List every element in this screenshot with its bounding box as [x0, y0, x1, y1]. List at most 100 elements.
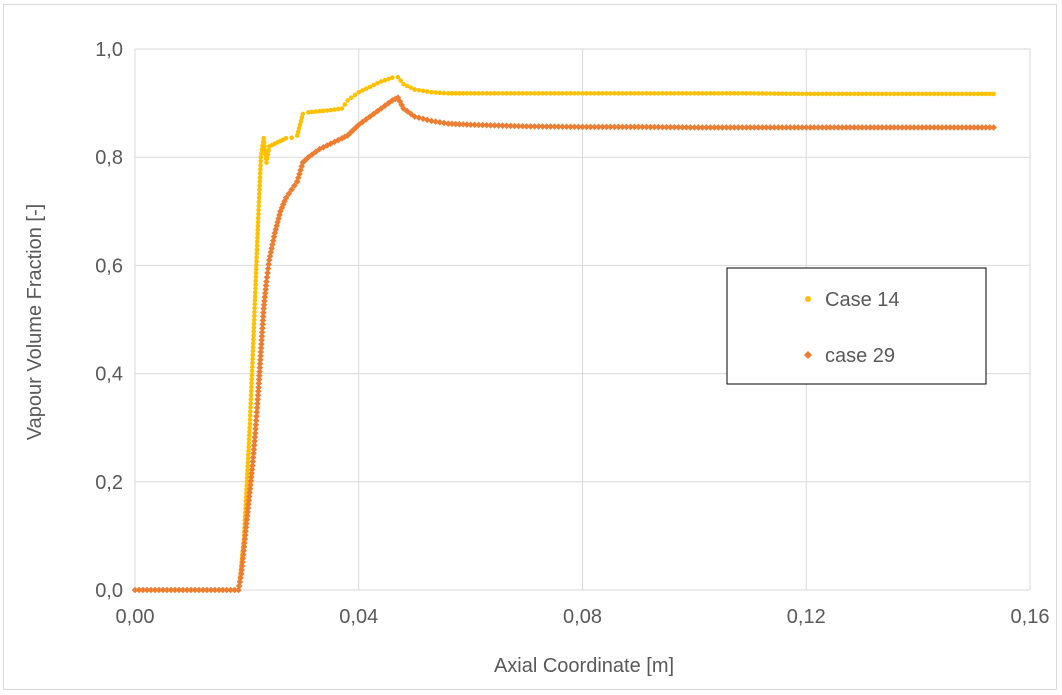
- data-point: [249, 372, 255, 378]
- data-point: [246, 433, 252, 438]
- data-point: [254, 239, 260, 244]
- data-point: [603, 123, 610, 131]
- data-point: [282, 194, 290, 202]
- data-point: [983, 91, 989, 97]
- data-point: [238, 562, 246, 570]
- data-point: [551, 123, 558, 130]
- data-point: [248, 469, 255, 477]
- data-point: [456, 120, 463, 128]
- data-point: [328, 107, 334, 113]
- data-point: [356, 89, 362, 95]
- data-point: [775, 91, 781, 96]
- data-point: [223, 586, 231, 594]
- data-point: [261, 140, 267, 145]
- data-point: [975, 91, 981, 97]
- data-point: [254, 243, 260, 248]
- data-point: [679, 124, 686, 131]
- data-point: [252, 309, 257, 315]
- data-point: [246, 448, 251, 454]
- data-point: [268, 245, 275, 252]
- data-point: [348, 95, 354, 100]
- data-point: [807, 91, 813, 97]
- data-point: [616, 91, 621, 96]
- y-tick-label: 0,6: [95, 255, 123, 277]
- data-point: [651, 123, 658, 131]
- data-point: [564, 91, 569, 96]
- axis-layer: 0,0 0,2 0,4 0,6 0,8 1,0 0,00 0,04 0,08 0,12 0,16: [95, 39, 1049, 628]
- data-point: [987, 91, 993, 97]
- data-point: [262, 148, 268, 153]
- data-point: [246, 444, 251, 450]
- data-point: [342, 102, 348, 107]
- data-point: [294, 133, 300, 138]
- data-point: [243, 520, 250, 527]
- data-point: [448, 120, 456, 128]
- data-point: [527, 123, 534, 130]
- data-point: [560, 91, 565, 96]
- data-point: [858, 124, 866, 131]
- data-point: [255, 231, 260, 237]
- data-point: [643, 123, 650, 131]
- data-point: [263, 274, 271, 281]
- data-point: [500, 91, 505, 96]
- data-point: [252, 313, 257, 319]
- y-tick-label: 0,8: [95, 147, 123, 169]
- legend-label: case 29: [825, 345, 895, 367]
- data-point: [831, 91, 837, 97]
- data-point: [264, 269, 271, 277]
- data-point: [258, 154, 264, 160]
- data-point: [751, 124, 758, 131]
- data-point: [352, 92, 358, 98]
- data-point: [963, 91, 969, 97]
- x-tick-label: 0,04: [339, 606, 378, 628]
- data-point: [954, 124, 962, 131]
- data-point: [724, 91, 729, 96]
- data-point: [408, 85, 414, 91]
- data-point: [256, 195, 262, 201]
- data-point: [770, 124, 778, 131]
- data-point: [966, 124, 974, 131]
- data-point: [839, 91, 845, 97]
- data-point: [830, 124, 838, 131]
- data-point: [660, 91, 665, 96]
- data-point: [755, 124, 762, 131]
- data-point: [631, 123, 638, 131]
- data-point: [245, 493, 253, 500]
- data-point: [251, 433, 259, 441]
- data-point: [367, 84, 373, 90]
- data-point: [810, 124, 818, 131]
- data-point: [253, 278, 259, 284]
- data-point: [256, 372, 263, 379]
- data-point: [859, 91, 865, 97]
- data-point: [248, 405, 253, 410]
- data-point: [257, 175, 263, 180]
- data-point: [914, 124, 922, 131]
- data-point: [799, 91, 805, 97]
- data-point: [253, 412, 260, 420]
- data-point: [453, 91, 459, 96]
- data-point: [345, 98, 350, 103]
- data-point: [903, 91, 909, 97]
- data-point: [707, 124, 714, 131]
- data-point: [243, 512, 251, 520]
- data-point: [257, 352, 264, 360]
- data-point: [575, 123, 582, 131]
- data-point: [256, 199, 262, 205]
- data-point: [736, 91, 741, 96]
- data-point: [786, 124, 794, 131]
- data-point: [258, 167, 263, 172]
- data-point: [191, 586, 199, 594]
- data-point: [331, 138, 338, 146]
- data-point: [803, 91, 809, 97]
- data-point: [251, 429, 259, 437]
- x-tick-label: 0,16: [1011, 606, 1050, 628]
- data-point: [252, 297, 258, 303]
- data-point: [247, 481, 254, 489]
- data-point: [891, 91, 897, 97]
- data-point: [648, 91, 653, 96]
- x-axis-title: Axial Coordinate [m]: [494, 655, 674, 677]
- data-point: [227, 586, 234, 594]
- data-point: [576, 91, 581, 96]
- data-point: [487, 122, 494, 129]
- data-point: [584, 91, 589, 96]
